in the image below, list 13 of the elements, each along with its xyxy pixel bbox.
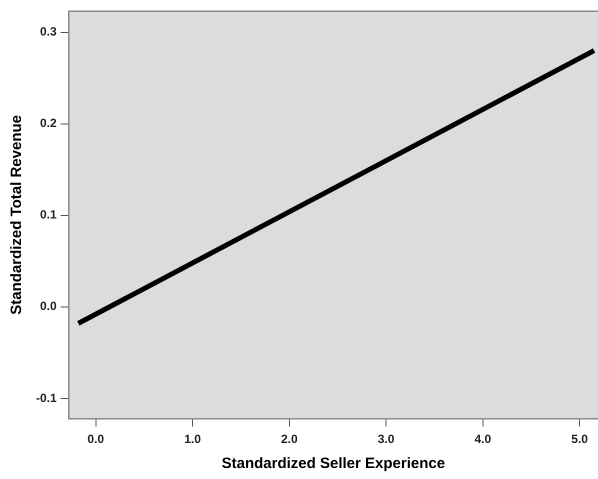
y-tick-label: 0.3 bbox=[40, 24, 57, 39]
x-tick-label: 2.0 bbox=[280, 432, 298, 446]
x-tick-label: 4.0 bbox=[474, 432, 492, 446]
y-tick-label: 0.1 bbox=[40, 208, 57, 222]
x-tick-label: 0.0 bbox=[87, 432, 104, 446]
y-tick-label: 0.2 bbox=[40, 116, 57, 130]
x-tick-label: 5.0 bbox=[571, 432, 588, 446]
x-tick-label: 3.0 bbox=[378, 432, 395, 446]
x-axis-title: Standardized Seller Experience bbox=[222, 455, 446, 472]
y-axis-title: Standardized Total Revenue bbox=[8, 115, 26, 315]
y-tick-label: 0.0 bbox=[40, 299, 57, 314]
y-tick-label: -0.1 bbox=[36, 390, 57, 405]
x-tick-label: 1.0 bbox=[184, 432, 202, 446]
